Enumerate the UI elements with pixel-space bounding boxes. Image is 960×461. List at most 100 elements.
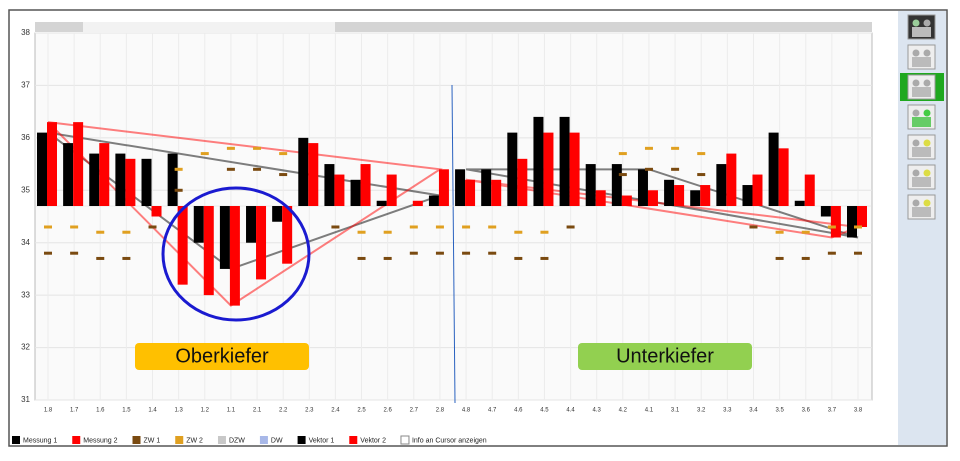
bar (350, 179, 361, 207)
annotation-box (135, 343, 309, 370)
level-dash (409, 225, 418, 229)
level-dash (253, 146, 262, 150)
bar (376, 200, 387, 207)
bar (637, 169, 648, 207)
legend-label[interactable]: Messung 2 (83, 437, 117, 444)
bar (847, 206, 857, 238)
level-dash (671, 167, 680, 171)
bar (543, 132, 554, 207)
bar (115, 153, 126, 207)
scrollbar[interactable] (35, 22, 872, 32)
x-tick-label: 3.7 (828, 408, 837, 414)
level-dash (540, 230, 549, 234)
legend-label[interactable]: Vektor 1 (309, 437, 335, 444)
bar (778, 148, 789, 207)
level-dash (409, 251, 418, 255)
legend-swatch[interactable] (12, 436, 20, 444)
legend-label[interactable]: DW (271, 437, 283, 444)
icon-body (912, 147, 931, 157)
x-tick-label: 4.4 (566, 408, 575, 414)
legend-swatch[interactable] (349, 436, 358, 444)
level-dash (854, 251, 862, 255)
checkbox-label[interactable]: Info an Cursor anzeigen (412, 437, 487, 444)
icon-figure (912, 199, 920, 207)
x-tick-label: 3.1 (671, 408, 680, 414)
bar (89, 153, 100, 207)
level-dash (357, 230, 366, 234)
x-tick-label: 3.6 (802, 408, 811, 414)
x-tick-label: 1.5 (122, 408, 131, 414)
x-tick-label: 3.4 (749, 408, 758, 414)
y-tick-label: 33 (21, 290, 30, 299)
level-dash (488, 251, 497, 255)
bar (465, 179, 476, 207)
bar (37, 132, 47, 207)
x-tick-label: 1.4 (148, 408, 157, 414)
legend-swatch[interactable] (297, 436, 306, 444)
scroll-thumb[interactable] (83, 22, 335, 32)
icon-figure (923, 169, 931, 177)
level-dash (462, 251, 471, 255)
bar (595, 190, 606, 207)
x-tick-label: 1.2 (201, 408, 210, 414)
level-dash (96, 256, 105, 260)
bar (324, 164, 335, 207)
x-tick-label: 4.2 (619, 408, 628, 414)
legend-swatch[interactable] (217, 436, 226, 444)
bar (647, 190, 658, 207)
level-dash (383, 256, 392, 260)
bar (804, 174, 815, 207)
level-dash (174, 167, 183, 171)
legend-label[interactable]: Messung 1 (23, 437, 57, 444)
level-dash (70, 225, 79, 229)
x-tick-label: 2.6 (384, 408, 393, 414)
bar (481, 169, 492, 207)
x-tick-label: 4.3 (593, 408, 602, 414)
bar (386, 174, 397, 207)
x-tick-label: 2.2 (279, 408, 288, 414)
checkbox[interactable] (400, 435, 410, 445)
legend-swatch[interactable] (175, 436, 184, 444)
legend-label[interactable]: Vektor 2 (360, 437, 386, 444)
bar (73, 122, 84, 207)
bar (177, 206, 188, 285)
bar (438, 169, 449, 207)
icon-body (912, 57, 931, 67)
x-tick-label: 1.7 (70, 408, 79, 414)
bar (752, 174, 763, 207)
legend-swatch[interactable] (72, 436, 81, 444)
bar (272, 206, 283, 222)
bar (690, 190, 701, 207)
x-tick-label: 4.1 (645, 408, 654, 414)
x-tick-label: 2.8 (436, 408, 445, 414)
level-dash (618, 173, 627, 177)
level-dash (618, 152, 627, 156)
level-dash (697, 152, 706, 156)
level-dash (331, 225, 340, 229)
bar (517, 158, 528, 207)
x-tick-label: 1.8 (44, 408, 53, 414)
level-dash (566, 225, 575, 229)
bar (256, 206, 267, 280)
legend-swatch[interactable] (132, 436, 141, 444)
annotation-text: Oberkiefer (175, 345, 269, 367)
bar (193, 206, 204, 243)
level-dash (253, 167, 262, 171)
legend-label[interactable]: ZW 2 (186, 437, 203, 444)
legend-label[interactable]: DZW (229, 437, 245, 444)
legend-swatch[interactable] (259, 436, 268, 444)
level-dash (122, 256, 131, 260)
icon-figure (912, 49, 920, 57)
icon-figure (923, 199, 931, 207)
bar (820, 206, 831, 217)
icon-figure (923, 49, 931, 57)
vector-line (47, 121, 443, 307)
level-dash (514, 256, 523, 260)
x-tick-label: 4.6 (514, 408, 523, 414)
annotation-text: Unterkiefer (616, 345, 714, 367)
bar (674, 185, 685, 207)
legend-label[interactable]: ZW 1 (144, 437, 161, 444)
bar (360, 164, 371, 207)
bar (585, 164, 596, 207)
